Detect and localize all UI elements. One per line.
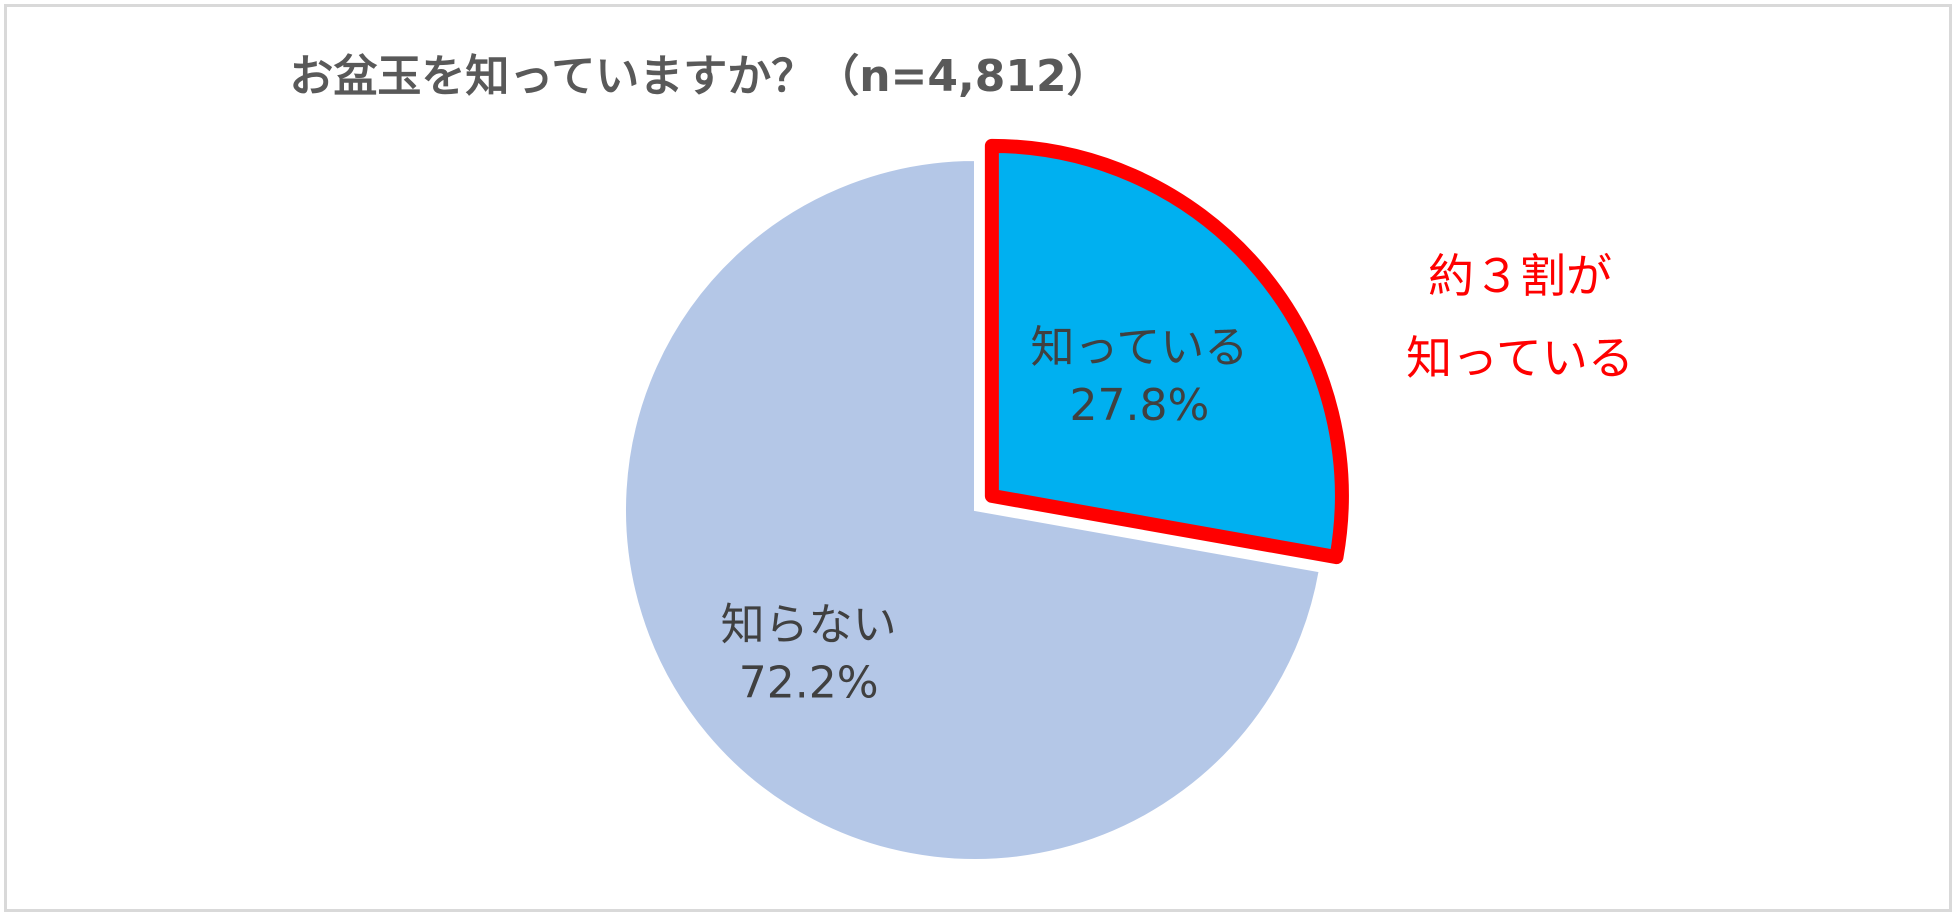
slice-value-known: 27.8%: [1070, 380, 1210, 431]
slice-label-known: 知っている: [1031, 322, 1249, 373]
pie-slice-unknown: [624, 158, 1321, 861]
slice-value-unknown: 72.2%: [739, 657, 879, 708]
slice-label-unknown: 知らない: [721, 599, 897, 650]
callout-line-2: 知っている: [1406, 331, 1634, 385]
callout-annotation: 約３割が 知っている: [1380, 235, 1660, 399]
pie-slice-known: [984, 138, 1349, 565]
callout-line-1: 約３割が: [1428, 249, 1612, 303]
chart-title: お盆玉を知っていますか？（n=4,812）: [289, 51, 1111, 102]
